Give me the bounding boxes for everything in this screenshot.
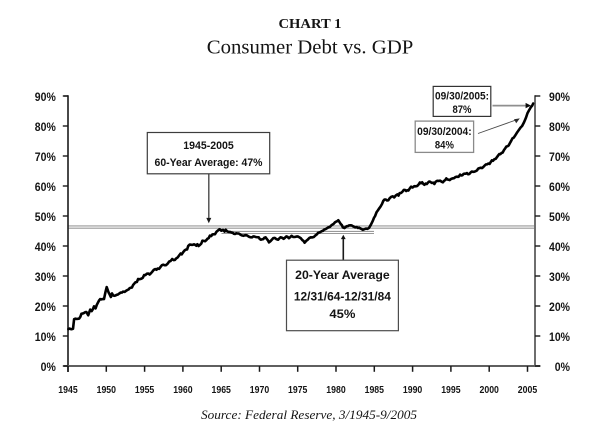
svg-text:30%: 30%: [549, 272, 570, 284]
svg-text:20-Year Average: 20-Year Average: [295, 268, 390, 282]
svg-text:Consumer Debt vs. GDP: Consumer Debt vs. GDP: [207, 37, 414, 58]
svg-text:40%: 40%: [35, 242, 56, 254]
svg-text:1995: 1995: [441, 385, 461, 396]
svg-text:70%: 70%: [35, 152, 56, 164]
svg-text:60%: 60%: [35, 182, 56, 194]
svg-text:0%: 0%: [555, 362, 570, 374]
svg-text:40%: 40%: [549, 242, 570, 254]
svg-text:30%: 30%: [35, 272, 56, 284]
svg-text:80%: 80%: [549, 122, 570, 134]
svg-text:20%: 20%: [35, 302, 56, 314]
svg-text:1965: 1965: [212, 385, 232, 396]
svg-text:09/30/2005:: 09/30/2005:: [435, 91, 489, 103]
svg-text:90%: 90%: [549, 92, 570, 104]
svg-text:1990: 1990: [403, 385, 423, 396]
svg-text:50%: 50%: [549, 212, 570, 224]
svg-text:1975: 1975: [288, 385, 308, 396]
svg-text:20%: 20%: [549, 302, 570, 314]
svg-text:1970: 1970: [250, 385, 270, 396]
svg-text:1945-2005: 1945-2005: [183, 140, 234, 152]
svg-text:2000: 2000: [480, 385, 500, 396]
svg-text:1955: 1955: [135, 385, 155, 396]
svg-text:87%: 87%: [453, 104, 472, 116]
svg-text:60%: 60%: [549, 182, 570, 194]
svg-text:45%: 45%: [329, 307, 355, 321]
svg-text:10%: 10%: [549, 332, 570, 344]
svg-text:1985: 1985: [365, 385, 385, 396]
svg-text:84%: 84%: [435, 139, 454, 151]
svg-text:Source: Federal Reserve, 3/194: Source: Federal Reserve, 3/1945-9/2005: [201, 407, 418, 422]
svg-text:1960: 1960: [173, 385, 193, 396]
svg-text:1945: 1945: [58, 385, 78, 396]
svg-text:70%: 70%: [549, 152, 570, 164]
svg-text:10%: 10%: [35, 332, 56, 344]
svg-text:50%: 50%: [35, 212, 56, 224]
svg-text:CHART 1: CHART 1: [279, 17, 342, 32]
svg-text:12/31/64-12/31/84: 12/31/64-12/31/84: [294, 289, 391, 303]
svg-text:90%: 90%: [35, 92, 56, 104]
svg-text:80%: 80%: [35, 122, 56, 134]
svg-text:1980: 1980: [326, 385, 346, 396]
svg-text:0%: 0%: [41, 362, 56, 374]
svg-text:60-Year Average: 47%: 60-Year Average: 47%: [155, 157, 263, 169]
svg-text:09/30/2004:: 09/30/2004:: [417, 126, 472, 138]
svg-text:1950: 1950: [97, 385, 117, 396]
svg-text:2005: 2005: [518, 385, 538, 396]
